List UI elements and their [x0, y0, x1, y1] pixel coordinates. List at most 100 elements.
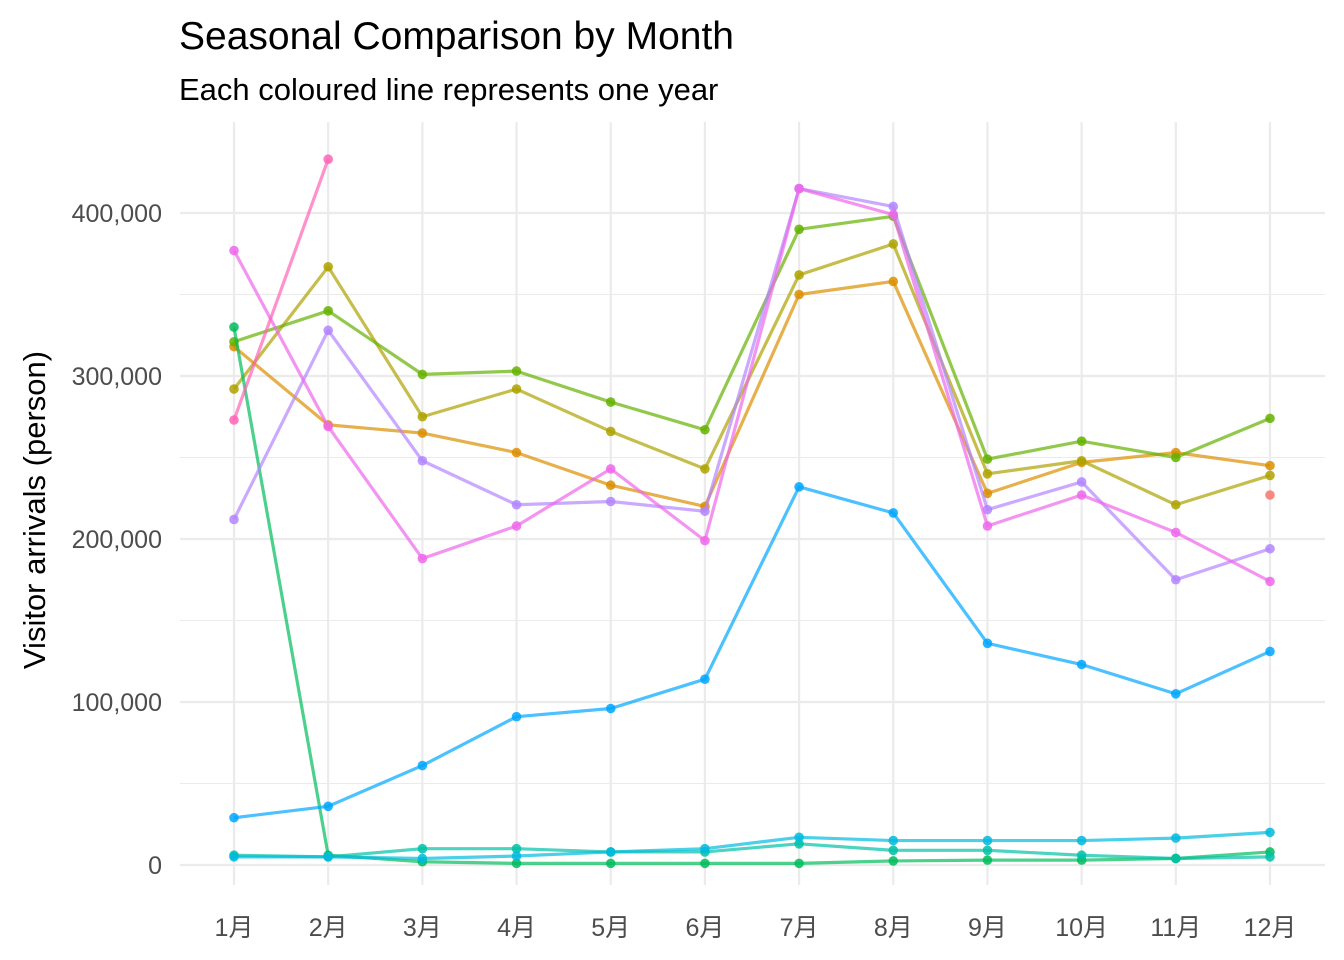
series-line — [232, 326, 1271, 865]
data-point — [605, 703, 616, 714]
data-point — [1265, 646, 1275, 657]
data-point — [794, 270, 804, 280]
data-point — [605, 397, 616, 407]
data-point — [323, 421, 333, 432]
data-point — [229, 415, 239, 425]
data-point — [229, 384, 239, 394]
data-point — [888, 201, 899, 212]
data-point — [605, 426, 616, 437]
data-point — [888, 209, 899, 220]
data-point — [323, 325, 333, 336]
series-2 — [229, 239, 1275, 510]
data-point — [1076, 455, 1087, 466]
data-point — [1171, 499, 1181, 510]
data-point — [1265, 852, 1275, 862]
series-8 — [229, 183, 1275, 585]
series-7 — [229, 482, 1275, 823]
data-point — [1076, 659, 1087, 670]
series-6 — [229, 827, 1275, 864]
data-point — [511, 858, 522, 869]
data-point — [417, 760, 428, 771]
data-point — [794, 224, 804, 235]
data-point — [1265, 827, 1275, 838]
data-point — [323, 306, 333, 316]
data-point — [229, 812, 239, 823]
data-point — [700, 674, 710, 684]
data-point — [1076, 436, 1087, 447]
series-line — [232, 279, 1271, 508]
x-tick-label: 12月 — [1244, 914, 1297, 942]
data-point — [417, 455, 428, 466]
data-point — [982, 454, 993, 464]
data-point — [323, 261, 333, 272]
data-point — [605, 464, 616, 474]
data-point — [1265, 470, 1275, 481]
data-point — [1265, 490, 1275, 500]
chart-title: Seasonal Comparison by Month — [179, 15, 734, 58]
y-axis-title: Visitor arrivals (person) — [17, 351, 52, 669]
series-10 — [229, 154, 333, 425]
x-tick-label: 10月 — [1055, 914, 1108, 942]
data-point — [417, 411, 428, 422]
x-tick-label: 7月 — [780, 914, 819, 942]
data-point — [982, 488, 993, 499]
data-point — [1171, 574, 1181, 585]
data-point — [700, 843, 710, 854]
data-point — [1171, 833, 1181, 843]
data-point — [605, 858, 616, 869]
series-line — [232, 186, 1271, 583]
data-point — [323, 852, 333, 862]
data-point — [1171, 527, 1181, 538]
data-point — [229, 852, 239, 862]
data-point — [1076, 835, 1087, 846]
data-point — [323, 801, 333, 812]
y-tick-label: 400,000 — [72, 200, 162, 228]
data-point — [794, 858, 804, 869]
data-point — [229, 322, 239, 332]
series-0 — [1265, 490, 1275, 500]
x-tick-label: 4月 — [497, 914, 536, 942]
data-point — [1265, 460, 1275, 471]
series-line — [233, 214, 1271, 461]
series-line — [234, 830, 1271, 861]
data-point — [417, 853, 428, 864]
data-point — [888, 845, 899, 856]
x-axis-ticks: 1月 2月 3月 4月 5月 6月 7月 8月 9月 10月 11月 12月 — [215, 914, 1297, 942]
series-9 — [229, 183, 1275, 587]
y-tick-label: 100,000 — [72, 689, 162, 717]
data-point — [700, 464, 710, 474]
data-point — [794, 832, 804, 843]
x-tick-label: 2月 — [309, 914, 348, 942]
y-axis-ticks: 0 100,000 200,000 300,000 400,000 — [72, 200, 162, 880]
data-point — [323, 154, 333, 165]
x-tick-label: 6月 — [685, 914, 724, 942]
data-point — [700, 424, 710, 435]
data-point — [1076, 477, 1087, 487]
data-point — [700, 535, 710, 546]
data-point — [794, 183, 804, 194]
x-tick-label: 9月 — [968, 914, 1007, 942]
series-line — [233, 842, 1271, 861]
chart-subtitle: Each coloured line represents one year — [179, 72, 718, 107]
data-point — [794, 482, 804, 492]
data-point — [511, 711, 522, 722]
data-point — [417, 428, 428, 438]
data-point — [1171, 853, 1181, 864]
data-point — [888, 508, 899, 518]
data-point — [1265, 576, 1275, 587]
data-point — [229, 514, 239, 525]
data-point — [417, 843, 428, 854]
x-tick-label: 1月 — [215, 914, 254, 942]
data-point — [511, 521, 522, 531]
x-tick-label: 3月 — [403, 914, 442, 942]
y-tick-label: 300,000 — [72, 363, 162, 391]
data-point — [1171, 452, 1181, 463]
data-point — [1171, 689, 1181, 699]
x-tick-label: 11月 — [1150, 914, 1201, 942]
data-point — [511, 447, 522, 458]
data-point — [1265, 543, 1275, 554]
data-point — [511, 851, 522, 861]
data-point — [982, 504, 993, 515]
data-point — [794, 289, 804, 300]
